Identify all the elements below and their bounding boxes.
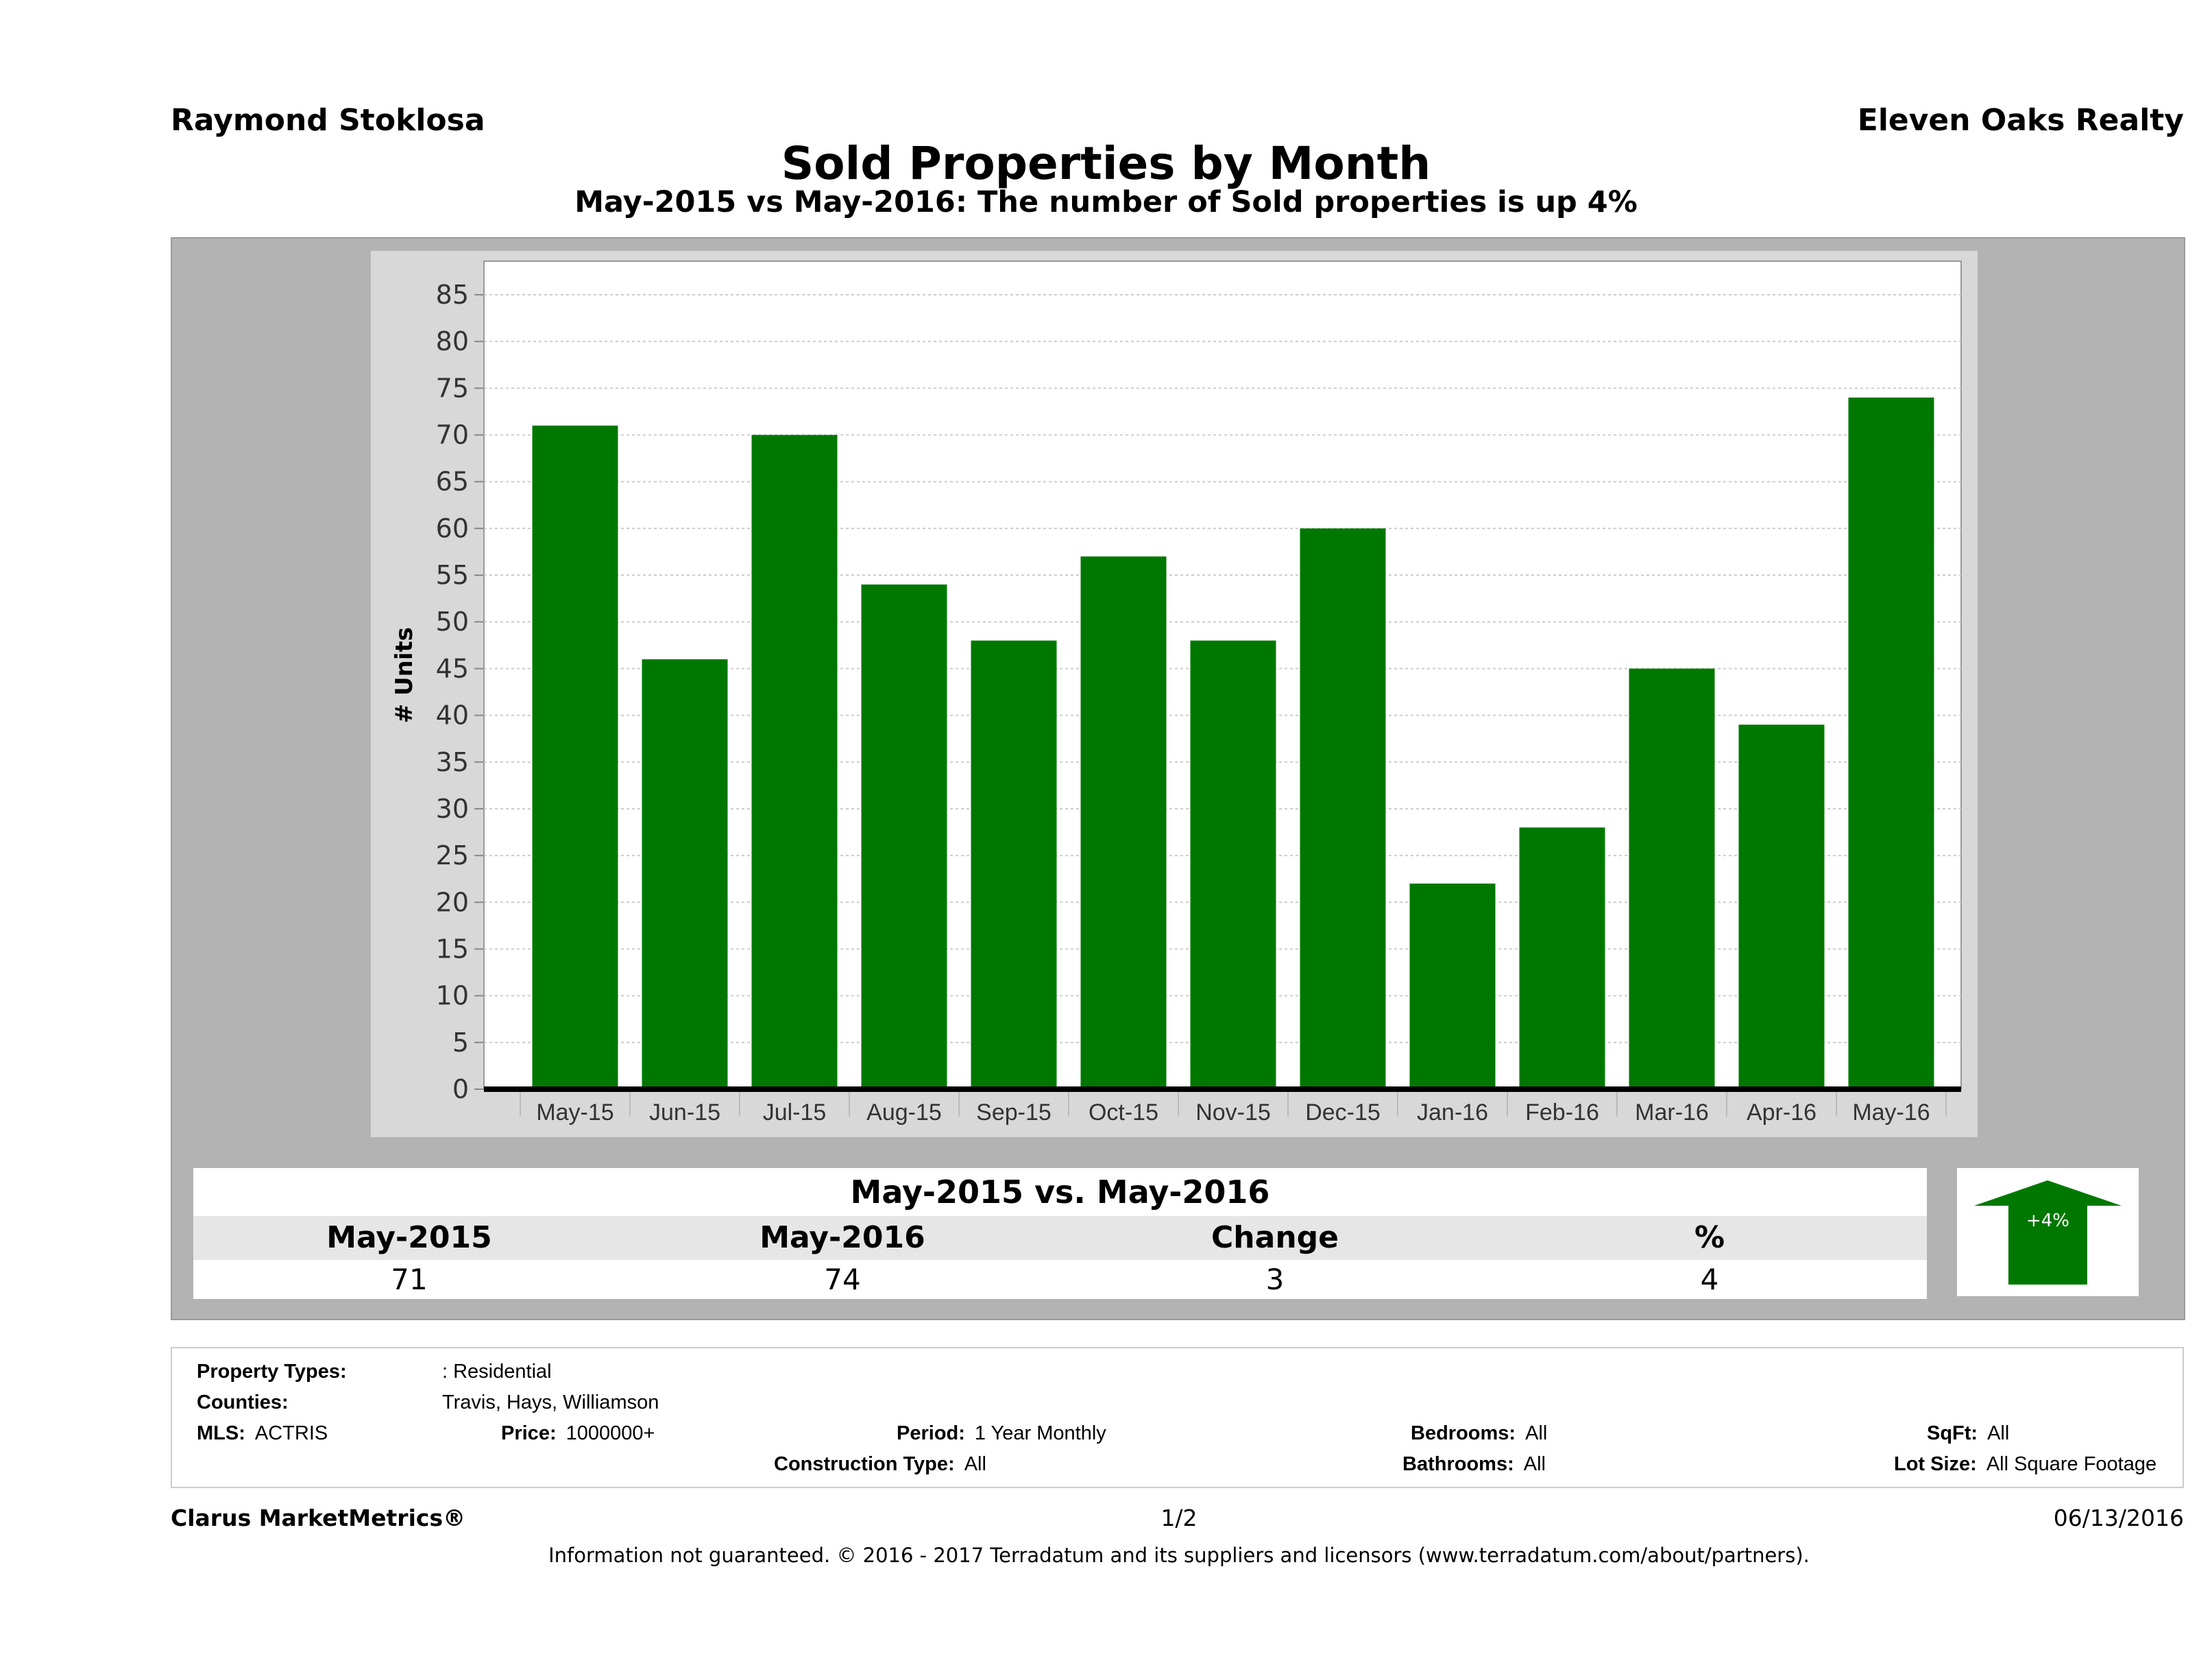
brokerage-name: Eleven Oaks Realty xyxy=(1857,103,2184,138)
summary-value-row: 71 74 3 4 xyxy=(193,1260,1927,1299)
x-tick-label: Jun-15 xyxy=(649,1099,720,1126)
bar xyxy=(1300,528,1386,1089)
y-tick-label: 20 xyxy=(436,887,469,917)
sqft-field: SqFt: All xyxy=(1927,1422,2009,1445)
x-tick-label: Mar-16 xyxy=(1635,1099,1709,1126)
x-tick-label: Jul-15 xyxy=(763,1099,827,1126)
y-tick-label: 60 xyxy=(436,513,469,544)
value-may-2016: 74 xyxy=(824,1263,861,1296)
construction-field: Construction Type: All xyxy=(774,1453,986,1476)
y-tick-label: 35 xyxy=(436,747,469,777)
mls-field: MLS: ACTRIS xyxy=(197,1422,328,1445)
lot-size-label: Lot Size: xyxy=(1894,1453,1977,1475)
y-tick-label: 40 xyxy=(436,701,469,731)
x-tick-label: May-16 xyxy=(1852,1099,1930,1126)
price-label: Price: xyxy=(501,1422,557,1444)
sqft-value: All xyxy=(1987,1422,2010,1444)
mls-label: MLS: xyxy=(197,1422,245,1444)
counties-value: Travis, Hays, Williamson xyxy=(442,1391,659,1413)
y-tick-label: 45 xyxy=(436,653,469,683)
x-tick-label: Jan-16 xyxy=(1417,1099,1488,1126)
value-percent: 4 xyxy=(1700,1263,1719,1296)
counties-label: Counties: xyxy=(197,1391,289,1413)
x-tick-label: Sep-15 xyxy=(976,1099,1052,1126)
y-axis-label: # Units xyxy=(391,627,418,723)
construction-label: Construction Type: xyxy=(774,1453,955,1475)
sqft-label: SqFt: xyxy=(1927,1422,1978,1444)
bar xyxy=(1629,668,1715,1089)
bedrooms-field: Bedrooms: All xyxy=(1411,1422,1547,1445)
change-badge: +4% xyxy=(1957,1168,2139,1296)
x-tick-label: May-15 xyxy=(536,1099,613,1126)
summary-header-row: May-2015 May-2016 Change % xyxy=(193,1216,1927,1260)
x-tick-label: Apr-16 xyxy=(1747,1099,1816,1126)
y-tick-label: 30 xyxy=(436,794,469,824)
y-tick-label: 25 xyxy=(436,840,469,871)
bar xyxy=(1848,397,1934,1089)
bar xyxy=(1190,640,1276,1089)
construction-value: All xyxy=(964,1453,986,1475)
x-tick-label: Nov-15 xyxy=(1195,1099,1271,1126)
y-tick-label: 70 xyxy=(436,420,469,450)
bar xyxy=(642,659,728,1089)
bar xyxy=(751,435,838,1089)
x-tick-label: Aug-15 xyxy=(866,1099,942,1126)
y-tick-label: 5 xyxy=(452,1028,469,1058)
period-label: Period: xyxy=(897,1422,965,1444)
bathrooms-value: All xyxy=(1523,1453,1546,1475)
y-tick-label: 85 xyxy=(436,280,469,310)
lot-size-value: All Square Footage xyxy=(1986,1453,2157,1475)
bar xyxy=(1080,556,1167,1089)
footer-date: 06/13/2016 xyxy=(2053,1505,2184,1531)
mls-value: ACTRIS xyxy=(254,1422,328,1444)
footer-disclaimer: Information not guaranteed. © 2016 - 201… xyxy=(548,1544,1810,1567)
value-change: 3 xyxy=(1265,1263,1285,1296)
y-tick-label: 65 xyxy=(436,467,469,497)
up-arrow-icon xyxy=(1974,1180,2122,1285)
bar xyxy=(532,425,618,1089)
y-tick-label: 15 xyxy=(436,934,469,964)
bar-chart: 0 5 10 15 20 25 30 35 40 45 50 55 60 65 70 75 80 85 # Unit… xyxy=(391,260,1962,1126)
x-tick-label: Feb-16 xyxy=(1525,1099,1599,1126)
bar xyxy=(1519,827,1605,1089)
agent-name: Raymond Stoklosa xyxy=(171,103,485,138)
bar xyxy=(861,584,947,1089)
property-types-value: : Residential xyxy=(442,1361,552,1383)
header-may-2015: May-2015 xyxy=(326,1220,492,1255)
y-tick-label: 80 xyxy=(436,326,469,356)
period-field: Period: 1 Year Monthly xyxy=(897,1422,1106,1445)
counties-field: Counties: Travis, Hays, Williamson xyxy=(197,1391,659,1414)
value-may-2015: 71 xyxy=(391,1263,428,1296)
page-subtitle: May-2015 vs May-2016: The number of Sold… xyxy=(574,185,1638,219)
price-field: Price: 1000000+ xyxy=(501,1422,655,1445)
header-percent: % xyxy=(1694,1220,1725,1255)
x-tick-label: Dec-15 xyxy=(1305,1099,1381,1126)
footer-page: 1/2 xyxy=(1160,1505,1198,1531)
property-types-field: Property Types: : Residential xyxy=(197,1361,552,1383)
bar xyxy=(1409,884,1496,1089)
bathrooms-field: Bathrooms: All xyxy=(1402,1453,1546,1476)
bedrooms-value: All xyxy=(1525,1422,1548,1444)
footer-brand: Clarus MarketMetrics® xyxy=(171,1505,466,1531)
change-badge-label: +4% xyxy=(2026,1211,2070,1231)
page-title: Sold Properties by Month xyxy=(781,137,1431,190)
lot-size-field: Lot Size: All Square Footage xyxy=(1894,1453,2156,1476)
header-may-2016: May-2016 xyxy=(759,1220,925,1255)
summary-title: May-2015 vs. May-2016 xyxy=(193,1168,1927,1216)
y-tick-label: 75 xyxy=(436,373,469,403)
period-value: 1 Year Monthly xyxy=(974,1422,1106,1444)
bedrooms-label: Bedrooms: xyxy=(1411,1422,1516,1444)
y-tick-label: 0 xyxy=(452,1074,469,1104)
y-tick-label: 55 xyxy=(436,560,469,590)
header-change: Change xyxy=(1211,1220,1339,1255)
y-tick-label: 50 xyxy=(436,607,469,637)
y-tick-label: 10 xyxy=(436,981,469,1011)
criteria-box: Property Types: : Residential Counties: Tr… xyxy=(171,1347,2184,1488)
property-types-label: Property Types: xyxy=(197,1361,347,1383)
bar xyxy=(1738,725,1825,1089)
bar xyxy=(971,640,1057,1089)
x-tick-label: Oct-15 xyxy=(1089,1099,1158,1126)
bathrooms-label: Bathrooms: xyxy=(1402,1453,1514,1475)
price-value: 1000000+ xyxy=(566,1422,655,1444)
